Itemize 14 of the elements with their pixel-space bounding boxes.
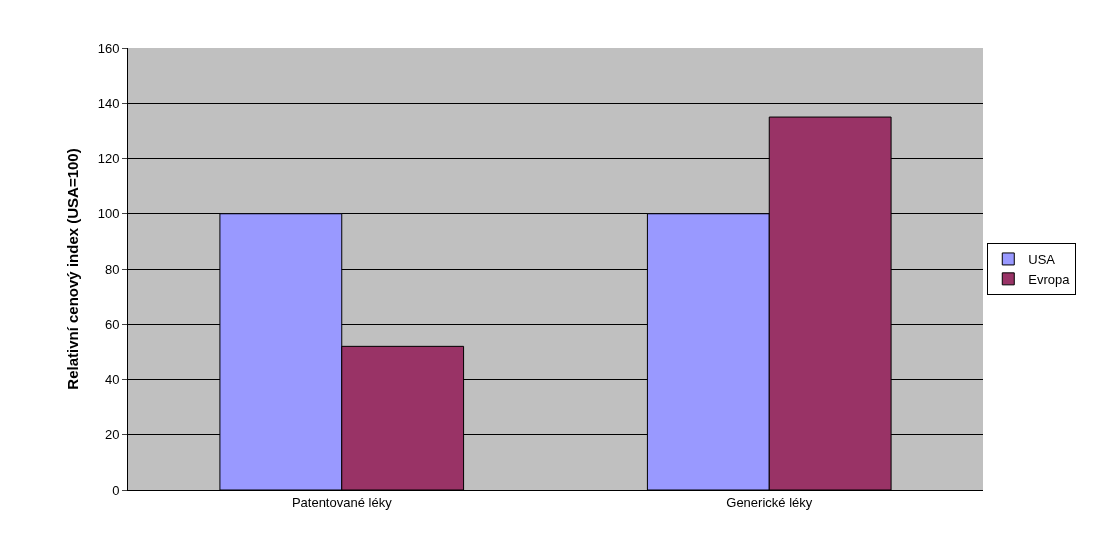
y-tick-label: 60 <box>104 316 120 332</box>
y-tick-label: 160 <box>97 40 120 56</box>
y-tick-label: 140 <box>97 95 120 111</box>
y-axis-title: Relativní cenový index (USA=100) <box>63 148 81 390</box>
x-tick-label: Generické léky <box>726 494 813 510</box>
y-tick-label: 120 <box>97 151 120 167</box>
y-tick-label: 20 <box>104 427 120 443</box>
x-tick-label: Patentované léky <box>291 494 393 510</box>
y-tick-label: 100 <box>97 206 120 222</box>
y-tick-label: 0 <box>112 482 120 498</box>
legend-label: USA <box>1028 252 1056 268</box>
legend-label: Evropa <box>1028 271 1071 287</box>
y-tick-label: 80 <box>104 261 120 277</box>
y-tick-label: 40 <box>104 372 120 388</box>
